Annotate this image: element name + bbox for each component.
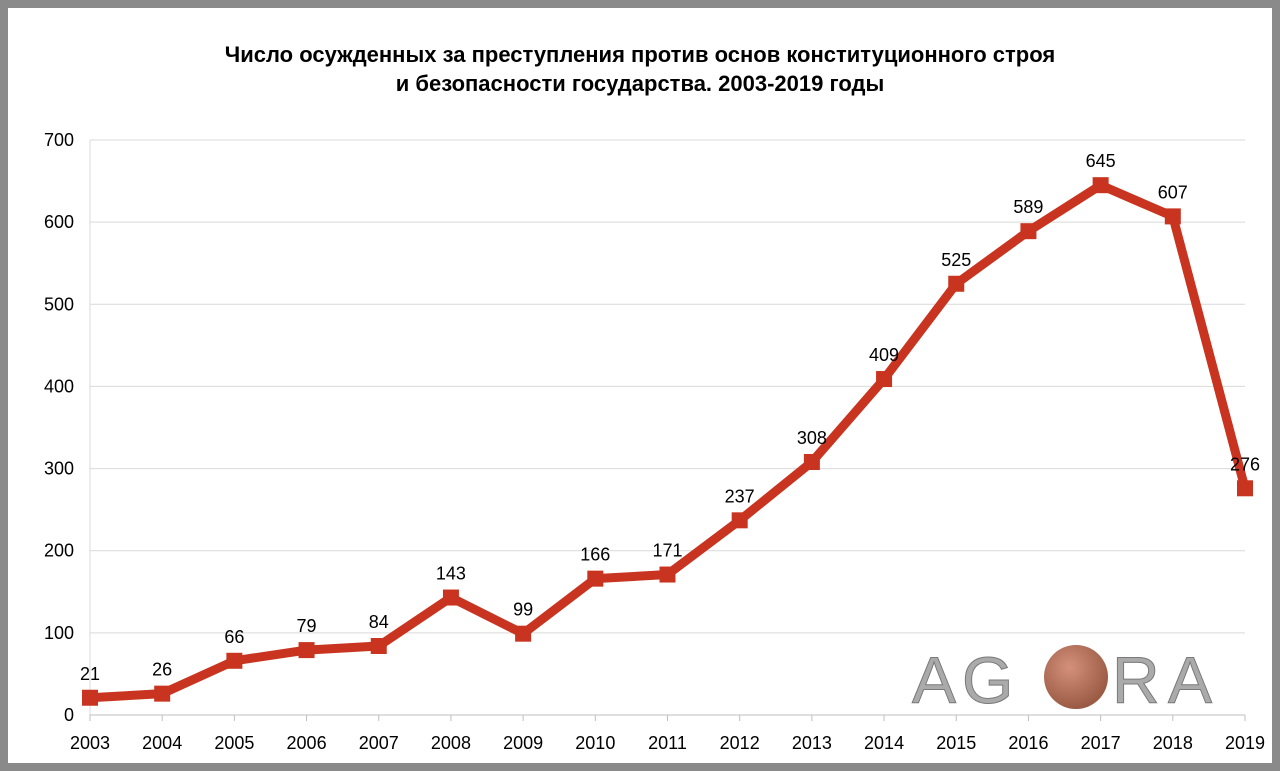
- data-point-marker: [948, 275, 965, 292]
- y-tick-label: 100: [44, 623, 74, 643]
- data-point-marker: [1164, 208, 1181, 225]
- y-tick-label: 0: [64, 705, 74, 725]
- y-tick-label: 600: [44, 212, 74, 232]
- data-label: 21: [80, 664, 100, 684]
- data-label: 79: [297, 616, 317, 636]
- data-label: 66: [224, 627, 244, 647]
- logo-letter-a-2: A: [1168, 643, 1212, 717]
- data-label: 589: [1013, 197, 1043, 217]
- logo-letter-g: G: [962, 643, 1013, 717]
- data-label: 409: [869, 345, 899, 365]
- x-tick-label: 2019: [1225, 733, 1265, 753]
- x-tick-label: 2010: [575, 733, 615, 753]
- chart-title-line-1: Число осужденных за преступления против …: [224, 42, 1056, 67]
- data-label: 166: [580, 545, 610, 565]
- data-point-marker: [1092, 177, 1109, 194]
- data-label: 99: [513, 600, 533, 620]
- x-tick-label: 2004: [142, 733, 182, 753]
- data-point-marker: [1237, 480, 1253, 497]
- data-label: 276: [1230, 454, 1260, 474]
- y-tick-label: 700: [44, 130, 74, 150]
- data-label: 645: [1086, 151, 1116, 171]
- x-tick-label: 2009: [503, 733, 543, 753]
- x-tick-label: 2014: [864, 733, 904, 753]
- data-label: 607: [1158, 182, 1188, 202]
- gridlines: [90, 139, 1245, 716]
- series-polyline: [85, 180, 1250, 703]
- x-tick-label: 2017: [1081, 733, 1121, 753]
- data-point-marker: [659, 566, 676, 583]
- y-tick-label: 300: [44, 459, 74, 479]
- x-tick-label: 2005: [214, 733, 254, 753]
- x-tick-label: 2007: [359, 733, 399, 753]
- data-point-marker: [226, 652, 243, 669]
- y-tick-label: 200: [44, 541, 74, 561]
- logo-globe-circle: [1044, 645, 1108, 709]
- data-point-marker: [515, 625, 532, 642]
- chart-title-line-2: и безопасности государства. 2003-2019 го…: [395, 71, 885, 96]
- x-tick-label: 2006: [287, 733, 327, 753]
- data-label: 525: [941, 250, 971, 270]
- data-label: 171: [652, 541, 682, 561]
- y-tick-label: 400: [44, 376, 74, 396]
- data-point-marker: [876, 371, 893, 388]
- agora-logo: A G R A: [912, 643, 1213, 718]
- x-tick-label: 2018: [1153, 733, 1193, 753]
- chart-title: Число осужденных за преступления против …: [0, 40, 1280, 98]
- data-point-marker: [370, 638, 387, 654]
- data-point-marker: [587, 570, 604, 587]
- x-tick-label: 2008: [431, 733, 471, 753]
- data-point-marker: [803, 454, 820, 470]
- x-tick-label: 2003: [70, 733, 110, 753]
- data-point-marker: [1020, 223, 1037, 240]
- data-label: 26: [152, 660, 172, 680]
- data-point-marker: [298, 642, 315, 659]
- data-label: 143: [436, 564, 466, 584]
- logo-letter-a: A: [912, 643, 956, 717]
- data-label: 84: [369, 612, 389, 632]
- series-line: [82, 177, 1253, 706]
- data-point-marker: [154, 685, 171, 702]
- data-point-marker: [442, 589, 459, 606]
- y-tick-label: 500: [44, 294, 74, 314]
- x-tick-label: 2016: [1008, 733, 1048, 753]
- data-label: 237: [725, 486, 755, 506]
- x-tick-label: 2012: [720, 733, 760, 753]
- logo-letter-r: R: [1112, 643, 1160, 717]
- data-point-marker: [731, 512, 748, 529]
- x-tick-label: 2015: [936, 733, 976, 753]
- axes: 0 100 200 300 400 500 600 700 2003 2004 2005 2006 20…: [44, 130, 1265, 753]
- data-point-marker: [82, 689, 98, 706]
- x-tick-label: 2013: [792, 733, 832, 753]
- data-labels: 21 26 66 79 84 143 99 166 171 237 308 409 525 589 645 6…: [80, 151, 1260, 684]
- data-label: 308: [797, 428, 827, 448]
- x-tick-label: 2011: [648, 733, 687, 753]
